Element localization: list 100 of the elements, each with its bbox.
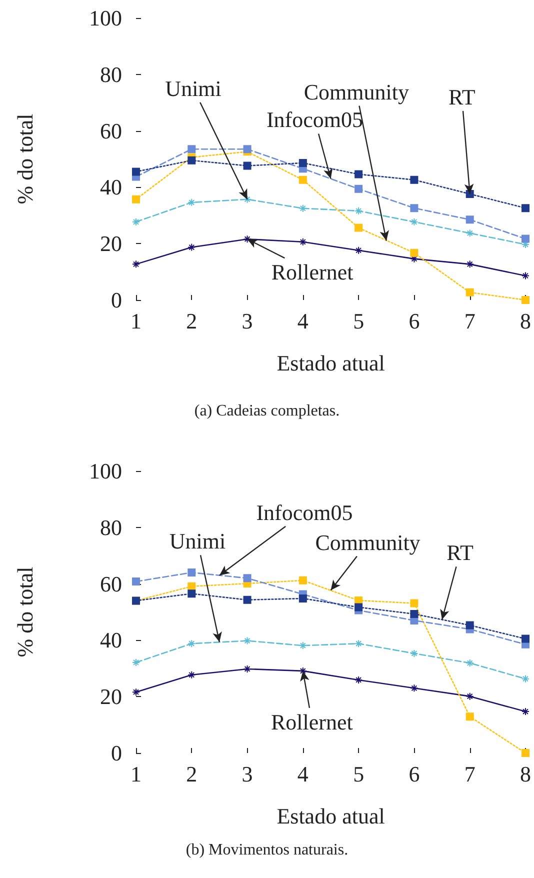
x-tick-label: 4 (297, 762, 308, 786)
point (188, 145, 196, 154)
y-tick-label: 80 (100, 62, 122, 87)
point (410, 610, 418, 618)
point (410, 204, 418, 212)
text: (a) Cadeias completas. (194, 402, 340, 420)
point (243, 664, 252, 673)
point (466, 288, 474, 296)
point (354, 640, 363, 648)
x-tick-label: 6 (408, 308, 420, 334)
point (243, 145, 252, 154)
point (354, 170, 363, 178)
x-tick-label: 7 (464, 762, 476, 786)
x-tick-label: 6 (408, 762, 420, 786)
y-tick-label: 60 (100, 571, 122, 596)
point (354, 224, 363, 232)
point (354, 206, 363, 215)
point (243, 574, 252, 582)
annotation: RT (446, 540, 474, 566)
annotation: Unimi (165, 76, 222, 101)
point (354, 246, 363, 254)
point (298, 642, 307, 650)
point (188, 590, 196, 598)
y-tick-label: 60 (100, 118, 122, 144)
point (466, 621, 474, 630)
point (298, 176, 307, 184)
point (354, 603, 363, 612)
y-tick-label: 40 (100, 174, 122, 200)
y-tick-label: 100 (89, 6, 122, 30)
x-tick-label: 7 (464, 308, 476, 334)
point (298, 158, 307, 167)
annotation: Community (315, 530, 420, 555)
point (522, 634, 530, 643)
point (132, 578, 140, 586)
point (466, 692, 474, 700)
x-tick-label: 3 (242, 762, 253, 786)
point (354, 676, 363, 684)
point (522, 708, 530, 716)
point (410, 684, 418, 692)
point (132, 195, 140, 204)
x-tick-label: 8 (520, 762, 531, 786)
x-tick-label: 1 (130, 762, 142, 786)
y-tick-label: 80 (100, 514, 122, 540)
point (410, 599, 418, 608)
point (466, 712, 474, 721)
point (410, 218, 418, 226)
point (243, 636, 252, 645)
x-tick-label: 2 (186, 762, 198, 786)
point (466, 229, 474, 238)
point (188, 198, 196, 206)
annotation: Rollernet (270, 709, 353, 734)
point (243, 235, 252, 244)
x-tick-label: 5 (353, 762, 364, 786)
point (410, 176, 418, 184)
x-axis-title: Estado atual (276, 804, 385, 828)
x-tick-label: 3 (242, 308, 253, 334)
y-axis-title: % do total (12, 566, 38, 658)
annotation: Unimi (169, 528, 226, 554)
annotation: Rollernet (271, 260, 354, 285)
point (132, 688, 140, 696)
point (522, 272, 530, 280)
point (243, 195, 252, 204)
point (188, 243, 196, 252)
point (188, 568, 196, 577)
point (522, 234, 530, 243)
point (522, 204, 530, 212)
point (522, 674, 530, 683)
y-tick-label: 0 (111, 288, 122, 312)
y-tick-label: 40 (100, 628, 122, 653)
annotation: Infocom05 (256, 500, 353, 525)
x-tick-label: 1 (130, 308, 142, 334)
point (298, 204, 307, 212)
annotation: Community (304, 79, 409, 104)
point (298, 594, 307, 602)
x-tick-label: 2 (186, 308, 198, 334)
point (132, 218, 140, 226)
point (354, 184, 363, 193)
point (188, 640, 196, 648)
point (188, 156, 196, 164)
point (243, 596, 252, 604)
x-tick-label: 4 (297, 308, 308, 334)
y-tick-label: 0 (111, 740, 122, 766)
y-axis-title: % do total (12, 114, 38, 204)
point (410, 649, 418, 658)
x-axis-title: Estado atual (276, 350, 385, 376)
x-tick-label: 5 (353, 308, 364, 334)
point (298, 238, 307, 246)
point (522, 296, 530, 304)
y-tick-label: 20 (100, 231, 122, 256)
point (410, 248, 418, 257)
annotation: Infocom05 (266, 107, 364, 132)
point (466, 260, 474, 268)
point (132, 260, 140, 268)
x-tick-label: 8 (520, 308, 531, 334)
point (522, 749, 530, 757)
point (298, 576, 307, 584)
point (466, 659, 474, 668)
text: (b) Movimentos naturais. (186, 842, 348, 858)
y-tick-label: 20 (100, 684, 122, 710)
annotation: RT (448, 84, 476, 110)
